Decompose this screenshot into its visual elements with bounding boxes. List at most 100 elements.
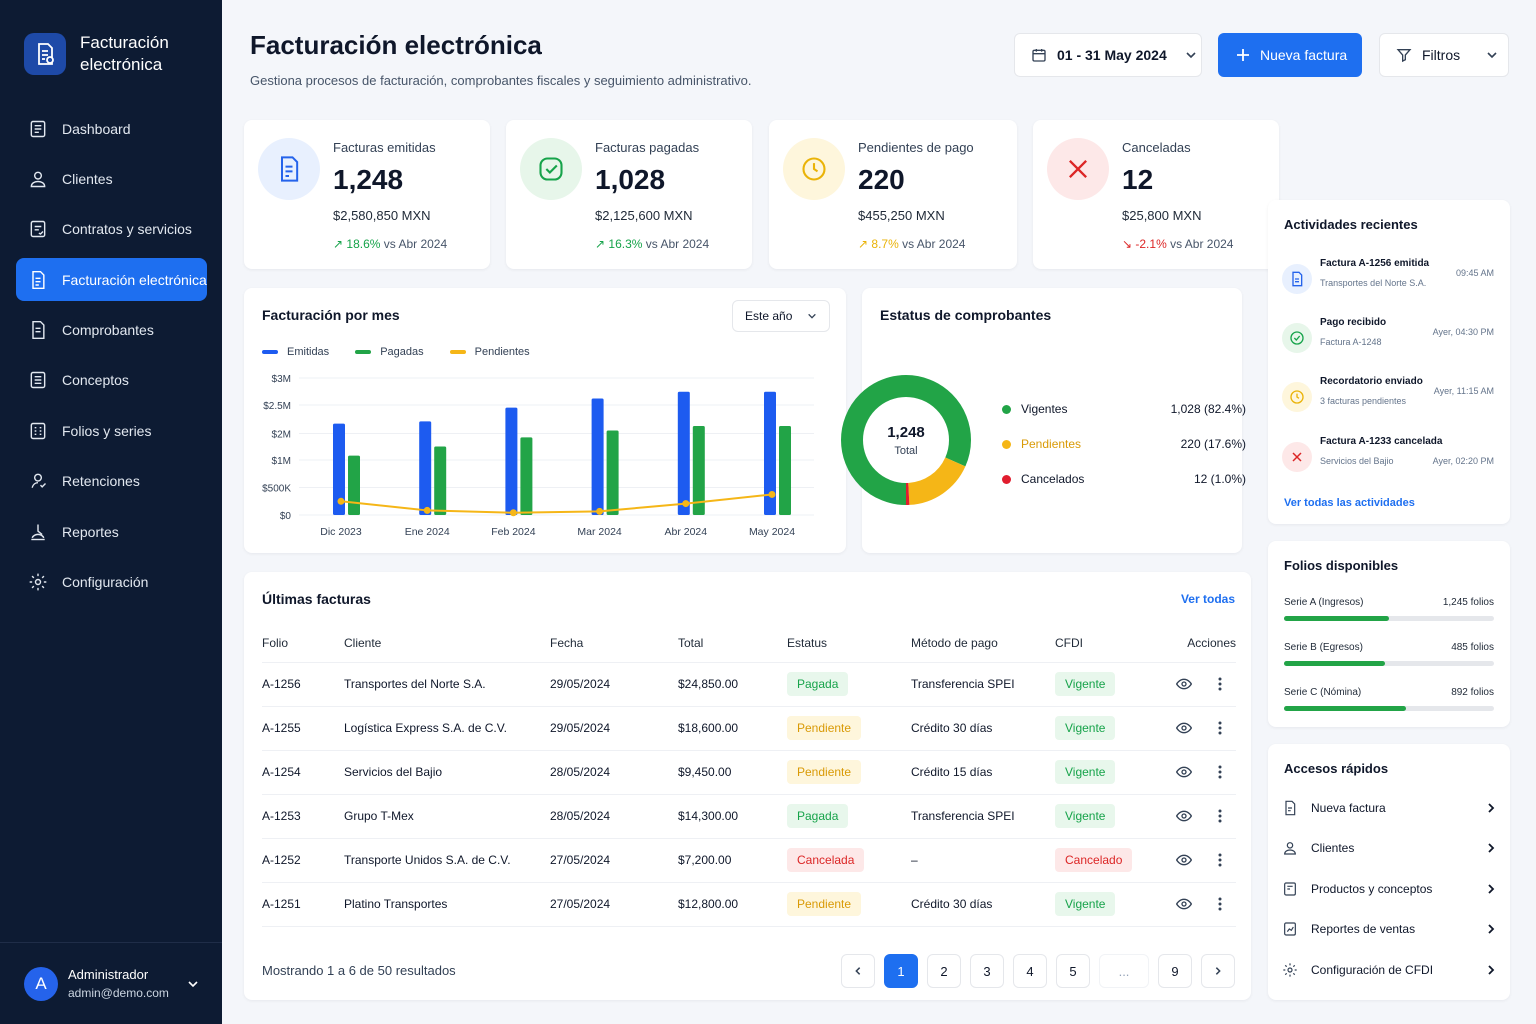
pagination-prev[interactable]	[841, 954, 875, 988]
bar-pagadas	[434, 446, 447, 515]
column-header[interactable]: Folio	[262, 624, 344, 663]
page-button[interactable]: 4	[1013, 954, 1047, 988]
view-icon[interactable]	[1175, 808, 1193, 824]
bar-pagadas	[606, 430, 619, 515]
activity-item[interactable]: Recordatorio enviado 3 facturas pendient…	[1282, 376, 1494, 426]
table-row[interactable]: A-1253 Grupo T-Mex 28/05/2024 $14,300.00 Pag…	[262, 794, 1236, 839]
user-menu[interactable]: A Administrador admin@demo.com	[0, 942, 222, 1024]
view-icon[interactable]	[1175, 676, 1193, 692]
view-icon[interactable]	[1175, 720, 1193, 736]
chevron-down-icon[interactable]	[187, 978, 199, 990]
nav-item-contratos[interactable]: Contratos y servicios	[16, 208, 207, 251]
filters-button[interactable]: Filtros	[1379, 33, 1509, 77]
brand-title: Facturación electrónica	[80, 32, 200, 76]
table-row[interactable]: A-1255 Logística Express S.A. de C.V. 29/0…	[262, 706, 1236, 751]
cell-cfdi: Vigente	[1055, 662, 1159, 707]
table-row[interactable]: A-1251 Platino Transportes 27/05/2024 $12,8…	[262, 882, 1236, 927]
line-pendientes	[340, 493, 773, 514]
quick-link-nueva-factura[interactable]: Nueva factura	[1282, 796, 1496, 820]
brand[interactable]: Facturación electrónica	[24, 32, 200, 76]
brand-title-line1: Facturación	[80, 33, 169, 52]
receipt-icon	[32, 321, 45, 340]
column-header[interactable]: Método de pago	[911, 624, 1055, 663]
quick-link-productos[interactable]: Productos y conceptos	[1282, 877, 1496, 901]
table-row[interactable]: A-1256 Transportes del Norte S.A. 29/05/20…	[262, 662, 1236, 707]
cell-total-text: $9,450.00	[678, 765, 732, 779]
chart-icon	[31, 524, 45, 540]
view-icon[interactable]	[1175, 764, 1193, 780]
quick-link-label: Nueva factura	[1311, 801, 1386, 815]
cell-cfdi: Vigente	[1055, 794, 1159, 839]
cfdi-badge: Vigente	[1055, 760, 1116, 784]
cfdi-badge: Vigente	[1055, 716, 1116, 740]
cell-cliente: Transporte Unidos S.A. de C.V.	[344, 838, 550, 883]
nav-item-retenciones[interactable]: Retenciones	[16, 460, 207, 503]
page-button[interactable]: 9	[1158, 954, 1192, 988]
nav-item-clientes[interactable]: Clientes	[16, 157, 207, 200]
table-row[interactable]: A-1252 Transporte Unidos S.A. de C.V. 27/0…	[262, 838, 1236, 883]
nav-item-reportes[interactable]: Reportes	[16, 510, 207, 553]
table-row[interactable]: A-1254 Servicios del Bajio 28/05/2024 $9,45…	[262, 750, 1236, 795]
column-header[interactable]: Fecha	[550, 624, 678, 663]
dashboard-icon	[30, 120, 46, 137]
check-circle-icon	[1282, 323, 1312, 353]
new-invoice-button[interactable]: Nueva factura	[1218, 33, 1362, 77]
more-options-icon[interactable]	[1218, 809, 1222, 823]
column-header[interactable]: Cliente	[344, 624, 550, 663]
kpi-trend-suffix: vs Abr 2024	[1170, 237, 1234, 251]
period-select[interactable]: Este año	[732, 300, 830, 332]
nav-label: Reportes	[62, 523, 119, 540]
activity-item[interactable]: Factura A-1233 cancelada Servicios del B…	[1282, 436, 1494, 486]
status-badge: Cancelada	[787, 848, 865, 872]
bar-emitidas	[591, 398, 604, 515]
more-options-icon[interactable]	[1218, 721, 1222, 735]
kpi-card-canceladas[interactable]: Canceladas 12 $25,800 MXN ↘ -2.1% vs Abr…	[1033, 120, 1279, 269]
column-header[interactable]: Total	[678, 624, 787, 663]
cell-acciones	[1159, 706, 1236, 751]
page-button[interactable]: 2	[927, 954, 961, 988]
more-options-icon[interactable]	[1218, 853, 1222, 867]
nav-item-conceptos[interactable]: Conceptos	[16, 359, 207, 402]
donut-total-label: Total	[894, 445, 918, 457]
view-icon[interactable]	[1175, 896, 1193, 912]
donut-legend-value: 12 (1.0%)	[1193, 472, 1246, 486]
date-range-picker[interactable]: 01 - 31 May 2024	[1014, 33, 1202, 77]
nav-item-facturacion[interactable]: Facturación electrónica	[16, 258, 207, 302]
kpi-value: 1,028	[595, 164, 666, 195]
kpi-trend: ↗ 18.6% vs Abr 2024	[333, 237, 447, 251]
nav-item-comprobantes[interactable]: Comprobantes	[16, 309, 207, 352]
column-header[interactable]: CFDI	[1055, 624, 1159, 663]
more-options-icon[interactable]	[1218, 677, 1222, 691]
view-icon[interactable]	[1175, 852, 1193, 868]
more-options-icon[interactable]	[1218, 765, 1222, 779]
nav-item-configuracion[interactable]: Configuración	[16, 561, 207, 604]
page-button[interactable]: 5	[1056, 954, 1090, 988]
main-nav: Dashboard Clientes Contratos y servicios…	[16, 107, 207, 611]
activity-item[interactable]: Factura A-1256 emitida Transportes del N…	[1282, 258, 1494, 308]
cell-total: $7,200.00	[678, 838, 787, 883]
column-header[interactable]: Estatus	[787, 624, 911, 663]
cell-cfdi: Vigente	[1055, 706, 1159, 751]
bar-emitidas	[505, 407, 518, 515]
nav-item-folios[interactable]: Folios y series	[16, 409, 207, 452]
kpi-card-pendientes[interactable]: Pendientes de pago 220 $455,250 MXN ↗ 8.…	[769, 120, 1017, 269]
more-options-icon[interactable]	[1218, 897, 1222, 911]
kpi-card-emitidas[interactable]: Facturas emitidas 1,248 $2,580,850 MXN ↗…	[244, 120, 490, 269]
view-all-activities-link[interactable]: Ver todas las actividades	[1284, 497, 1415, 509]
page-button[interactable]: 1	[884, 954, 918, 988]
activity-item[interactable]: Pago recibido Factura A-1248 Ayer, 04:30…	[1282, 317, 1494, 367]
chevron-right-icon	[1488, 965, 1495, 975]
cell-folio-text: A-1253	[262, 809, 301, 823]
legend-item: Emitidas	[262, 346, 329, 358]
kpi-card-pagadas[interactable]: Facturas pagadas 1,028 $2,125,600 MXN ↗ …	[506, 120, 752, 269]
activity-subtitle: Transportes del Norte S.A.	[1320, 278, 1427, 288]
pagination-next[interactable]	[1201, 954, 1235, 988]
quick-link-config-cfdi[interactable]: Configuración de CFDI	[1282, 958, 1496, 982]
quick-link-clientes[interactable]: Clientes	[1282, 836, 1496, 860]
cell-estatus: Pagada	[787, 662, 911, 707]
view-all-invoices-link[interactable]: Ver todas	[1180, 592, 1235, 606]
cell-folio-text: A-1252	[262, 853, 301, 867]
quick-link-reportes[interactable]: Reportes de ventas	[1282, 917, 1496, 941]
nav-item-dashboard[interactable]: Dashboard	[16, 107, 207, 150]
page-button[interactable]: 3	[970, 954, 1004, 988]
